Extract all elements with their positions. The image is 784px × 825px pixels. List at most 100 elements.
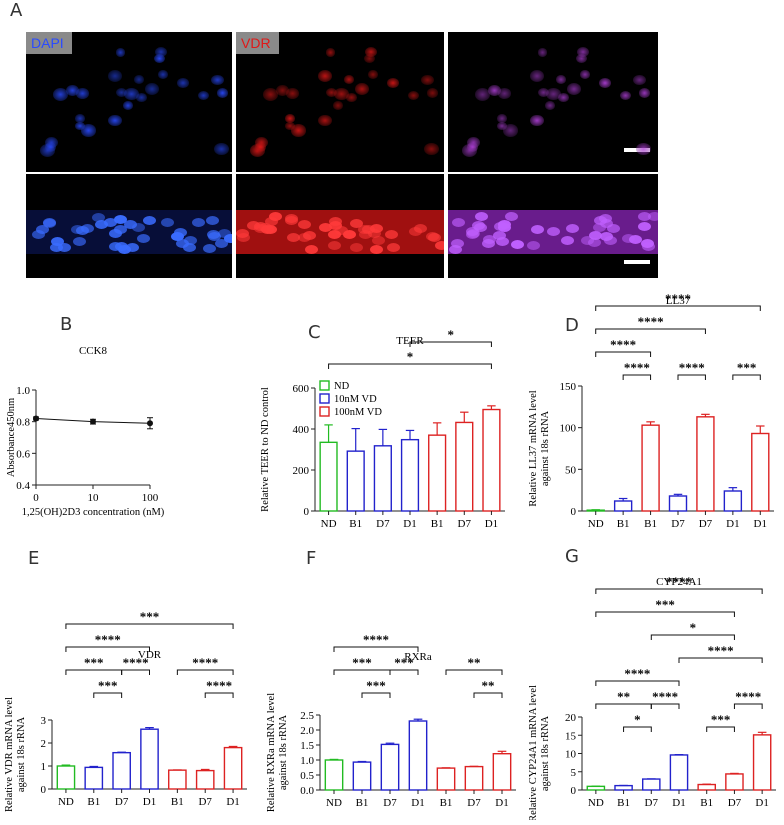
nucleus [335,226,349,236]
chart-b-cck8: CCK8 0.4 0.6 0.8 1.0 0 10 100 Absorbance450nm 1,2… [6,345,165,518]
significance-bracket [473,692,503,698]
bar [324,759,344,791]
significance-label: **** [624,360,650,375]
x-tick-label: D1 [726,518,739,530]
x-tick-label: D1 [672,797,685,809]
micrograph-dapi-bottom [26,174,232,278]
significance-label: ** [482,678,495,693]
bar [195,769,215,790]
nucleus [108,70,123,83]
significance-label: *** [394,655,414,670]
x-tick-label: B1 [349,518,362,530]
bar [346,450,365,512]
chart-title: LL37 [666,295,691,307]
x-tick-label: ND [588,797,604,809]
significance-label: ** [468,655,481,670]
significance-bracket [623,726,652,732]
nucleus [113,224,127,234]
x-tick-label: D1 [485,518,498,530]
x-tick-label: B1 [617,518,630,530]
nucleus [474,88,491,101]
significance-bracket [595,328,706,334]
nucleus [547,227,561,237]
significance-label: * [634,712,641,727]
significance-bracket [445,669,503,675]
bar [668,495,688,512]
nucleus [386,77,399,88]
y-tick-label: 0.0 [300,785,314,797]
significance-label: *** [655,597,675,612]
nucleus [72,237,86,247]
nucleus [423,142,439,155]
micrograph-dapi-top: DAPI [26,32,232,172]
chart-title: CYP24A1 [656,576,702,588]
nucleus [50,242,64,252]
nucleus [215,239,229,249]
chart-title: VDR [138,649,162,661]
significance-label: *** [352,655,372,670]
nucleus [161,217,175,227]
nucleus [343,75,355,85]
y-axis-label: against 18s rRNA [278,714,289,790]
y-tick-label: 1.0 [16,385,30,397]
nucleus [600,219,614,229]
legend-label: 100nM VD [334,407,382,418]
nucleus [103,218,117,228]
nucleus [354,83,369,96]
nucleus [108,114,122,127]
nucleus [76,88,89,99]
nucleus [124,87,139,100]
nucleus [530,225,544,235]
significance-bracket [678,657,763,663]
nucleus [115,48,126,57]
nucleus [384,229,398,239]
significance-label: *** [84,655,104,670]
y-tick-label: 20 [565,712,577,724]
nucleus [637,222,651,232]
nucleus [451,218,465,228]
nucleus [527,240,541,250]
nucleus [448,245,462,255]
nucleus [581,235,595,245]
nucleus [211,74,224,85]
nucleus [123,101,134,110]
vdr-label: VDR [236,32,279,54]
nucleus [65,85,79,97]
significance-label: **** [363,632,389,647]
y-tick-label: 2 [41,738,47,750]
nucleus [510,240,524,250]
x-tick-label: ND [588,518,604,530]
bar [436,767,456,791]
nucleus [328,220,342,230]
significance-bracket [333,669,391,675]
panel-label-c: C [308,322,321,343]
x-tick-label: D1 [143,796,156,808]
micrograph-merge-top [448,32,658,172]
significance-label: * [407,349,414,364]
nucleus [407,91,419,101]
nucleus [207,232,221,242]
nucleus [558,93,570,102]
nucleus [197,91,209,101]
nucleus [325,48,336,57]
nucleus [45,142,57,152]
scale-bar [624,260,650,264]
nucleus [262,88,279,101]
y-tick-label: 0 [571,506,577,518]
chart-e-vdr: VDR 0 1 2 3 Relative VDR mRNA level against 18… [4,609,247,812]
x-tick-label: B1 [700,797,713,809]
nucleus [530,70,545,83]
y-axis-label: against 18s rRNA [540,715,551,791]
chart-title: CCK8 [79,345,108,357]
significance-bracket [121,669,150,675]
y-tick-label: 1.5 [300,740,314,752]
bar [586,785,606,791]
y-axis-label: Relative CYP24A1 mRNA level [528,685,539,820]
nucleus [576,53,587,63]
x-tick-label: 0 [33,492,39,504]
bar [725,773,744,791]
nucleus [318,222,332,232]
micrograph-vdr-bottom [236,174,444,278]
nucleus [566,83,581,96]
nucleus [592,222,606,232]
